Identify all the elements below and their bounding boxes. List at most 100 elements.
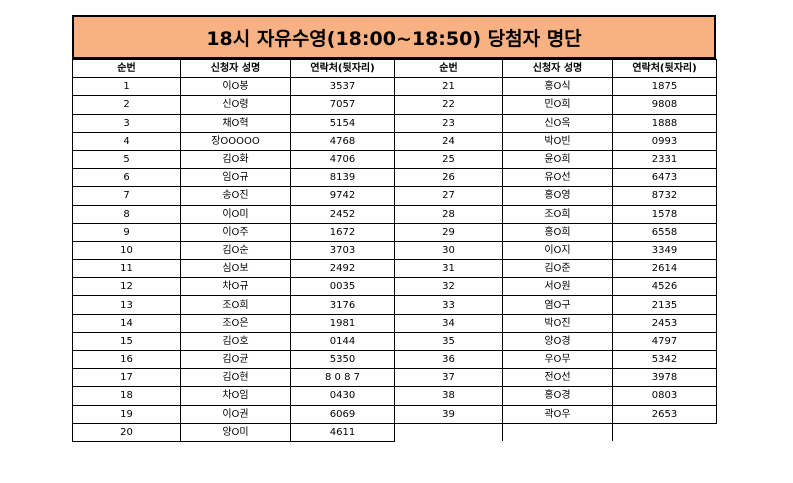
cell-name-left: 김O균 bbox=[180, 349, 291, 370]
cell-phone-left: 0035 bbox=[290, 277, 395, 297]
cell-phone-right: 1578 bbox=[612, 204, 717, 224]
header-name-right: 신청자 성명 bbox=[502, 58, 613, 79]
cell-seq-left: 17 bbox=[72, 368, 181, 388]
cell-seq-right: 26 bbox=[394, 168, 503, 188]
cell-name-left: 심O보 bbox=[180, 259, 291, 279]
cell-name-right: 홍O영 bbox=[502, 186, 613, 206]
cell-name-right: 홍O식 bbox=[502, 77, 613, 97]
table-row: 15 김O호 0144 35 양O경 4797 bbox=[72, 331, 717, 352]
cell-seq-right: 37 bbox=[394, 368, 503, 388]
table-row: 19 이O권 6069 39 곽O우 2653 bbox=[72, 404, 717, 424]
table-row: 3 채O혁 5154 23 신O옥 1888 bbox=[72, 113, 717, 133]
header-phone-left: 연락처(뒷자리) bbox=[290, 58, 395, 79]
cell-name-left: 김O현 bbox=[180, 368, 291, 388]
cell-seq-right: 39 bbox=[394, 404, 503, 424]
table-row: 12 차O규 0035 32 서O원 4526 bbox=[72, 277, 717, 297]
cell-seq-left: 12 bbox=[72, 277, 181, 297]
cell-phone-right: 0993 bbox=[612, 131, 717, 151]
cell-phone-right: 1875 bbox=[612, 77, 717, 97]
cell-seq-right: 24 bbox=[394, 131, 503, 151]
cell-name-right: 박O진 bbox=[502, 313, 613, 333]
table-row: 9 이O주 1672 29 홍O희 6558 bbox=[72, 222, 717, 242]
cell-name-right: 염O구 bbox=[502, 295, 613, 315]
cell-phone-left: 3703 bbox=[290, 240, 395, 261]
cell-seq-left: 15 bbox=[72, 331, 181, 352]
cell-name-left: 김O호 bbox=[180, 331, 291, 352]
cell-name-left: 차O임 bbox=[180, 386, 291, 406]
cell-name-right: 홍O희 bbox=[502, 222, 613, 242]
cell-name-left: 김O화 bbox=[180, 149, 291, 170]
header-seq-right: 순번 bbox=[394, 58, 503, 79]
cell-phone-right: 2614 bbox=[612, 259, 717, 279]
cell-phone-left: 5350 bbox=[290, 349, 395, 370]
cell-name-left: 송O진 bbox=[180, 186, 291, 206]
header-row: 순번 신청자 성명 연락처(뒷자리) 순번 신청자 성명 연락처(뒷자리) bbox=[72, 58, 717, 79]
cell-phone-right: 6473 bbox=[612, 168, 717, 188]
table-row: 4 장OOOOO 4768 24 박O빈 0993 bbox=[72, 131, 717, 151]
cell-seq-right: 30 bbox=[394, 240, 503, 261]
table-row: 16 김O균 5350 36 우O무 5342 bbox=[72, 349, 717, 370]
cell-phone-right: 3349 bbox=[612, 240, 717, 261]
table-row: 6 임O규 8139 26 유O선 6473 bbox=[72, 168, 717, 188]
cell-name-left: 김O순 bbox=[180, 240, 291, 261]
table-row: 11 심O보 2492 31 김O준 2614 bbox=[72, 259, 717, 279]
header-phone-right: 연락처(뒷자리) bbox=[612, 58, 717, 79]
cell-phone-left: 2452 bbox=[290, 204, 395, 224]
table-row: 8 이O미 2452 28 조O희 1578 bbox=[72, 204, 717, 224]
cell-phone-left: 8139 bbox=[290, 168, 395, 188]
cell-name-left: 차O규 bbox=[180, 277, 291, 297]
table-row: 14 조O은 1981 34 박O진 2453 bbox=[72, 313, 717, 333]
cell-seq-right: 25 bbox=[394, 149, 503, 170]
cell-seq-left: 14 bbox=[72, 313, 181, 333]
cell-phone-right: 2453 bbox=[612, 313, 717, 333]
cell-phone-right: 9808 bbox=[612, 95, 717, 115]
cell-name-left: 양O미 bbox=[180, 422, 291, 442]
header-name-left: 신청자 성명 bbox=[180, 58, 291, 79]
sheet-title: 18시 자유수영(18:00~18:50) 당첨자 명단 bbox=[72, 15, 716, 59]
cell-phone-right: 4526 bbox=[612, 277, 717, 297]
cell-name-left: 이O미 bbox=[180, 204, 291, 224]
cell-phone-left: 0430 bbox=[290, 386, 395, 406]
cell-seq-left: 4 bbox=[72, 131, 181, 151]
cell-phone-left: 4611 bbox=[290, 422, 395, 442]
cell-phone-left: 2492 bbox=[290, 259, 395, 279]
winner-list-sheet: 18시 자유수영(18:00~18:50) 당첨자 명단 순번 신청자 성명 연… bbox=[72, 15, 717, 442]
cell-name-left: 조O희 bbox=[180, 295, 291, 315]
cell-name-right: 서O원 bbox=[502, 277, 613, 297]
cell-seq-right: 31 bbox=[394, 259, 503, 279]
cell-seq-right: 33 bbox=[394, 295, 503, 315]
cell-phone-left: 4768 bbox=[290, 131, 395, 151]
cell-seq-left: 18 bbox=[72, 386, 181, 406]
cell-name-right: 홍O경 bbox=[502, 386, 613, 406]
cell-name-right: 전O선 bbox=[502, 368, 613, 388]
cell-seq-left: 20 bbox=[72, 422, 181, 442]
cell-name-right: 민O희 bbox=[502, 95, 613, 115]
cell-phone-left: 3537 bbox=[290, 77, 395, 97]
cell-phone-right: 2331 bbox=[612, 149, 717, 170]
cell-name-left: 이O권 bbox=[180, 404, 291, 424]
cell-name-left: 이O주 bbox=[180, 222, 291, 242]
cell-phone-right: 3978 bbox=[612, 368, 717, 388]
cell-seq-right: 35 bbox=[394, 331, 503, 352]
table-row: 13 조O희 3176 33 염O구 2135 bbox=[72, 295, 717, 315]
cell-seq-right: 32 bbox=[394, 277, 503, 297]
table-row: 7 송O진 9742 27 홍O영 8732 bbox=[72, 186, 717, 206]
cell-name-right: 박O빈 bbox=[502, 131, 613, 151]
cell-phone-left: 1672 bbox=[290, 222, 395, 242]
cell-phone-right: 2653 bbox=[612, 404, 717, 424]
cell-seq-right: 34 bbox=[394, 313, 503, 333]
cell-phone-right: 8732 bbox=[612, 186, 717, 206]
cell-name-left: 이O봉 bbox=[180, 77, 291, 97]
cell-seq-right: 36 bbox=[394, 349, 503, 370]
cell-seq-left: 1 bbox=[72, 77, 181, 97]
table-row: 1 이O봉 3537 21 홍O식 1875 bbox=[72, 77, 717, 97]
table-row: 5 김O화 4706 25 윤O희 2331 bbox=[72, 149, 717, 170]
cell-seq-right bbox=[394, 423, 503, 442]
cell-name-right: 유O선 bbox=[502, 168, 613, 188]
cell-name-left: 장OOOOO bbox=[180, 131, 291, 151]
cell-name-right: 이O지 bbox=[502, 240, 613, 261]
cell-phone-right: 1888 bbox=[612, 113, 717, 133]
cell-seq-right: 23 bbox=[394, 113, 503, 133]
header-seq-left: 순번 bbox=[72, 58, 181, 79]
